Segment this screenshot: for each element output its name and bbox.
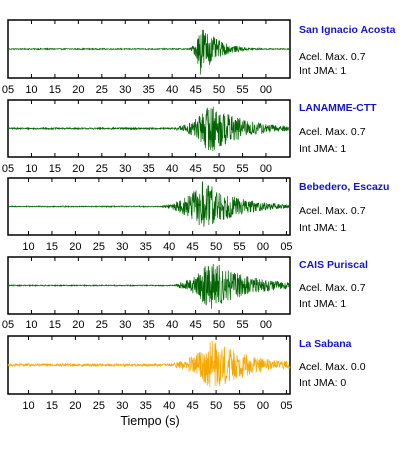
x-tick-label: 25 [96, 163, 108, 175]
station-name: Bebedero, Escazu [299, 181, 390, 193]
x-tick-label: 15 [49, 84, 61, 96]
x-tick-label: 05 [2, 319, 14, 331]
x-tick-label: 00 [257, 400, 269, 412]
x-axis-label: Tiempo (s) [120, 414, 180, 428]
x-tick-label: 55 [233, 241, 245, 253]
x-tick-label: 20 [72, 84, 84, 96]
station-panel: 10 15 20 25 30 35 40 45 50 55 00 05 [7, 177, 293, 253]
x-tick-label: 30 [116, 400, 128, 412]
x-tick-label: 55 [233, 400, 245, 412]
x-tick-label: 55 [236, 163, 248, 175]
x-tick-label: 10 [25, 163, 37, 175]
station-panel: 05 10 15 20 25 30 35 40 45 50 55 00 [2, 99, 291, 175]
x-tick-label: 30 [119, 163, 131, 175]
x-tick-label: 35 [143, 319, 155, 331]
x-tick-label: 20 [69, 400, 81, 412]
waveform-line [7, 106, 291, 152]
x-tick-label: 10 [22, 400, 34, 412]
x-tick-label: 40 [163, 400, 175, 412]
station-int: Int JMA: 1 [299, 143, 347, 155]
x-tick-label: 50 [213, 319, 225, 331]
x-tick-label: 50 [210, 400, 222, 412]
station-acel: Acel. Max. 0.7 [299, 51, 366, 63]
x-tick-label: 25 [96, 84, 108, 96]
x-tick-label: 05 [280, 400, 292, 412]
x-tick-label: 50 [210, 241, 222, 253]
station-name: CAIS Puriscal [299, 259, 368, 271]
x-tick-label: 10 [25, 84, 37, 96]
station-int: Int JMA: 1 [299, 298, 347, 310]
x-tick-label: 40 [166, 84, 178, 96]
x-tick-label: 05 [280, 241, 292, 253]
x-tick-label: 45 [189, 84, 201, 96]
station-name: La Sabana [299, 338, 352, 350]
x-tick-label: 50 [213, 163, 225, 175]
x-tick-label: 20 [72, 319, 84, 331]
x-tick-label: 45 [189, 319, 201, 331]
x-tick-label: 00 [260, 163, 272, 175]
waveform-line [7, 340, 291, 388]
x-tick-label: 15 [49, 163, 61, 175]
waveform-line [7, 263, 291, 309]
x-tick-label: 25 [93, 400, 105, 412]
station-acel: Acel. Max. 0.7 [299, 282, 366, 294]
station-acel: Acel. Max. 0.7 [299, 205, 366, 217]
station-panel: 05 10 15 20 25 30 35 40 45 50 55 00 [2, 19, 291, 96]
x-tick-label: 55 [236, 84, 248, 96]
x-tick-label: 45 [187, 400, 199, 412]
x-tick-label: 05 [2, 84, 14, 96]
x-tick-label: 35 [143, 163, 155, 175]
waveform-line [7, 181, 291, 227]
station-name: LANAMME-CTT [299, 102, 377, 114]
x-tick-label: 35 [140, 241, 152, 253]
x-tick-label: 15 [46, 241, 58, 253]
station-acel: Acel. Max. 0.7 [299, 126, 366, 138]
x-tick-label: 40 [166, 163, 178, 175]
x-tick-label: 55 [236, 319, 248, 331]
x-tick-label: 30 [116, 241, 128, 253]
x-tick-label: 15 [49, 319, 61, 331]
x-tick-label: 00 [257, 241, 269, 253]
x-tick-label: 40 [166, 319, 178, 331]
station-panel: 10 15 20 25 30 35 40 45 50 55 00 05 [7, 335, 293, 412]
x-tick-label: 30 [119, 319, 131, 331]
x-tick-label: 25 [93, 241, 105, 253]
station-acel: Acel. Max. 0.0 [299, 361, 366, 373]
x-tick-label: 10 [25, 319, 37, 331]
x-tick-label: 45 [189, 163, 201, 175]
x-tick-label: 40 [163, 241, 175, 253]
x-tick-label: 15 [46, 400, 58, 412]
station-name: San Ignacio Acosta [299, 24, 396, 36]
x-tick-label: 50 [213, 84, 225, 96]
x-tick-label: 30 [119, 84, 131, 96]
x-tick-label: 20 [69, 241, 81, 253]
x-tick-label: 45 [187, 241, 199, 253]
x-tick-label: 00 [260, 84, 272, 96]
x-tick-label: 05 [2, 163, 14, 175]
x-tick-label: 35 [140, 400, 152, 412]
x-tick-label: 25 [96, 319, 108, 331]
station-int: Int JMA: 1 [299, 65, 347, 77]
station-int: Int JMA: 0 [299, 377, 347, 389]
station-panel: 05 10 15 20 25 30 35 40 45 50 55 00 [2, 256, 291, 331]
x-tick-label: 00 [260, 319, 272, 331]
x-tick-label: 10 [22, 241, 34, 253]
waveform-line [7, 29, 291, 75]
x-tick-label: 35 [143, 84, 155, 96]
x-tick-label: 20 [72, 163, 84, 175]
station-int: Int JMA: 1 [299, 222, 347, 234]
